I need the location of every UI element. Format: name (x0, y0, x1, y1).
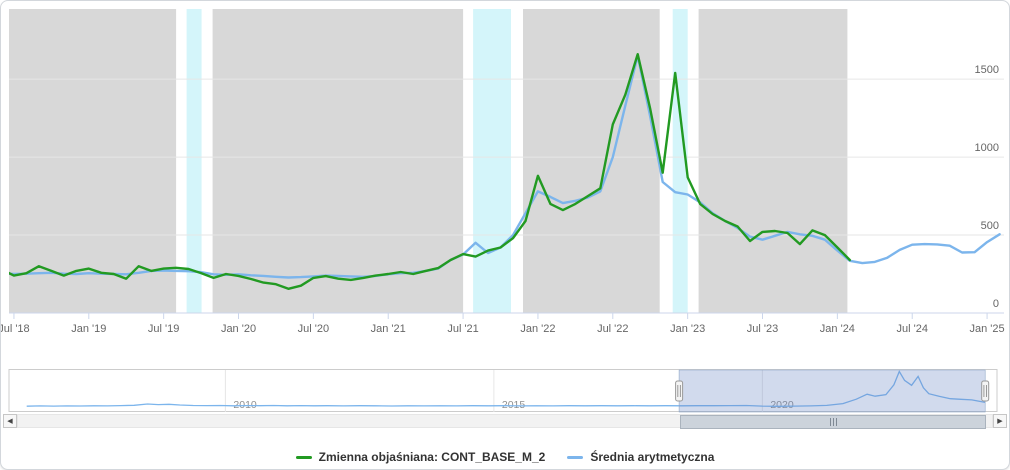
plot-band-gray (212, 9, 464, 313)
legend-item-arithmetic-mean[interactable]: Średnia arytmetyczna (567, 450, 714, 464)
line-marker-icon (567, 455, 584, 459)
x-axis-label: Jan '22 (520, 323, 555, 335)
navigator-handle-left[interactable] (675, 380, 684, 402)
scrollbar-left-arrow-icon[interactable]: ◀ (3, 414, 17, 428)
plot-band-cyan (186, 9, 202, 313)
x-axis-label: Jul '24 (896, 323, 927, 335)
plot-band-cyan (473, 9, 511, 313)
x-axis-label: Jul '21 (447, 323, 478, 335)
x-axis-label: Jul '20 (298, 323, 329, 335)
plot-band-gray (523, 9, 660, 313)
line-marker-icon (295, 455, 312, 459)
x-axis-label: Jan '21 (371, 323, 406, 335)
navigator-series-line (26, 370, 986, 407)
scrollbar-thumb[interactable] (680, 415, 987, 429)
navigator-mask[interactable] (678, 369, 986, 413)
navigator-axis-label: 2015 (502, 399, 526, 411)
series-line-explained-variable (9, 53, 851, 290)
navigator-outline (8, 369, 998, 412)
y-axis-label: 500 (981, 220, 999, 232)
plot-band-gray (698, 9, 848, 313)
x-axis-label: Jan '19 (71, 323, 106, 335)
main-chart: 0 500 1000 1500 Jul '18 Jan '19 Jul '19 Jan '20… (1, 9, 1005, 413)
navigator-handle-right[interactable] (981, 380, 990, 402)
scrollbar[interactable]: ◀ ▶ (3, 414, 1007, 429)
scrollbar-right-arrow-icon[interactable]: ▶ (993, 414, 1007, 428)
x-axis-label: Jul '23 (747, 323, 778, 335)
x-axis-label: Jul '19 (148, 323, 179, 335)
x-axis-label: Jul '22 (597, 323, 628, 335)
legend-label: Zmienna objaśniana: CONT_BASE_M_2 (318, 450, 546, 464)
x-axis-label: Jul '18 (1, 323, 30, 335)
legend-item-explained-variable[interactable]: Zmienna objaśniana: CONT_BASE_M_2 (295, 450, 546, 464)
x-axis-label: Jan '25 (970, 323, 1005, 335)
scrollbar-grip-icon (829, 418, 837, 426)
x-axis-label: Jan '24 (820, 323, 855, 335)
navigator-axis-label: 2020 (770, 399, 794, 411)
legend: Zmienna objaśniana: CONT_BASE_M_2 Średni… (1, 450, 1009, 464)
y-axis-label: 0 (993, 298, 999, 310)
legend-label: Średnia arytmetyczna (590, 450, 715, 464)
scrollbar-track[interactable] (17, 414, 993, 429)
x-axis-label: Jan '20 (221, 323, 256, 335)
plot-band-gray (9, 9, 177, 313)
x-axis-label: Jan '23 (670, 323, 705, 335)
y-axis-label: 1500 (975, 64, 999, 76)
y-axis-label: 1000 (975, 142, 999, 154)
